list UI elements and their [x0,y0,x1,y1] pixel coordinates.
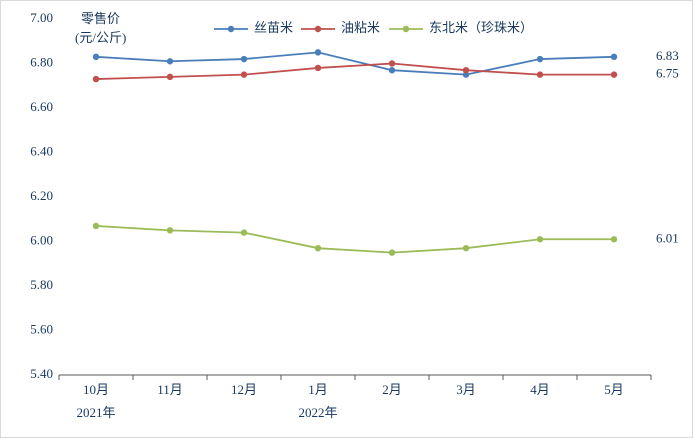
data-point-marker [314,64,322,72]
y-tick-label: 6.40 [30,143,53,158]
data-point-marker [240,229,248,236]
y-tick-label: 6.60 [30,99,53,114]
data-point-marker [166,73,174,81]
data-point-marker [462,244,470,252]
legend-marker [227,25,235,33]
x-tick-label: 1月 [308,382,328,397]
legend-item-丝苗米: 丝苗米 [214,20,293,35]
legend-marker [314,25,322,33]
x-tick-label: 3月 [456,382,476,397]
y-tick-label: 5.80 [30,277,53,292]
data-point-marker [92,222,100,230]
series-line [95,225,614,254]
legend-label: 丝苗米 [254,20,293,35]
legend-label: 东北米（珍珠米） [429,20,533,35]
x-tick-label: 5月 [604,382,624,397]
y-tick-label: 6.20 [30,188,53,203]
data-point-marker [536,236,544,243]
x-tick-label: 10月 [83,382,109,397]
data-point-marker [610,236,618,243]
x-tick-label: 11月 [157,382,183,397]
legend: 丝苗米 油粘米 东北米（珍珠米） [214,20,533,35]
data-point-marker [314,49,322,56]
legend-marker [402,25,410,33]
series-东北米（珍珠米）: 6.01 [92,222,679,256]
series-end-label: 6.01 [656,230,679,245]
series-line [95,51,615,76]
y-tick-label: 5.60 [30,321,53,336]
data-point-marker [462,66,470,74]
data-point-marker [462,71,470,78]
data-point-marker [314,244,322,252]
data-point-marker [92,75,100,83]
x-tick-label: 12月 [231,382,257,397]
y-axis-title-line2: (元/公斤) [75,30,126,45]
data-point-marker [166,58,174,65]
x-year-label: 2022年 [298,405,337,420]
data-point-marker [240,71,248,78]
legend-item-油粘米: 油粘米 [301,20,380,35]
legend-item-东北米（珍珠米）: 东北米（珍珠米） [389,20,533,35]
y-tick-label: 7.00 [30,10,53,25]
data-point-marker [240,55,248,63]
data-point-marker [166,227,174,234]
y-axis-title-line1: 零售价 [81,11,120,26]
series-end-label: 6.75 [656,66,679,81]
y-axis-title: 零售价 (元/公斤) [75,11,126,45]
data-point-marker [388,66,396,74]
data-point-marker [92,53,100,61]
data-point-marker [536,55,544,63]
data-point-marker [610,71,618,78]
y-tick-label: 6.00 [30,232,53,247]
series-end-label: 6.83 [656,48,679,63]
data-point-marker [536,71,544,78]
x-tick-label: 4月 [530,382,550,397]
x-axis: 10月 11月 12月 1月 2月 3月 4月 5月 2021年 2022年 [58,374,652,420]
series-油粘米: 6.75 [92,60,679,83]
y-tick-label: 6.80 [30,54,53,69]
data-point-marker [610,53,618,61]
x-year-label: 2021年 [76,405,115,420]
series-line [95,62,614,80]
x-tick-label: 2月 [382,382,402,397]
y-tick-label: 5.40 [30,366,53,381]
data-point-marker [388,249,396,256]
legend-label: 油粘米 [341,20,380,35]
y-axis: 7.00 6.80 6.60 6.40 6.20 6.00 5.80 5.60 5.40 [30,10,53,381]
series-丝苗米: 6.83 [92,48,679,78]
data-point-marker [388,60,396,67]
